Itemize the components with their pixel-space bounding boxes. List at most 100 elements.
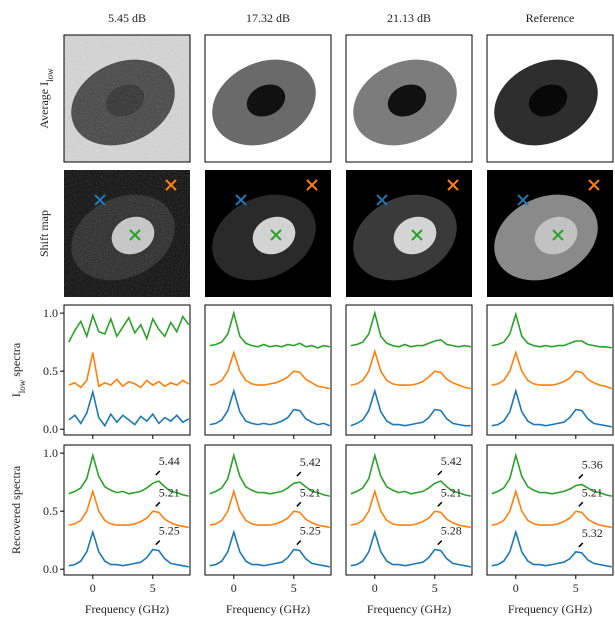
y-tick-label: 1.0	[43, 446, 58, 460]
peak-annotation: 5.28	[441, 524, 462, 538]
x-tick-label: 0	[513, 581, 519, 595]
x-tick-label: 5	[432, 581, 438, 595]
cross-marker	[447, 179, 459, 191]
x-axis-label: Frequency (GHz)	[226, 602, 310, 616]
peak-marker	[296, 540, 302, 546]
spectrum-line	[350, 488, 471, 529]
peak-annotation: 5.42	[441, 454, 462, 468]
image-frame	[345, 34, 473, 163]
row-label: Ilow spectra	[9, 342, 27, 397]
row-label-main: Average I	[37, 82, 51, 129]
y-tick-label: 1.0	[43, 306, 58, 320]
x-tick-label: 5	[150, 581, 156, 595]
spectrum-line	[209, 388, 331, 427]
map-blob	[252, 216, 296, 255]
spectrum-line	[68, 388, 190, 428]
peak-marker	[296, 501, 302, 507]
row-label-main: Shift map	[37, 210, 51, 257]
peak-annotation: 5.21	[441, 485, 462, 499]
spectrum-line	[350, 388, 471, 427]
row-label-rest: spectra	[9, 342, 23, 380]
peak-annotation: 5.25	[300, 524, 321, 538]
plot-frame	[63, 304, 191, 436]
column-title: 17.32 dB	[246, 11, 290, 25]
peak-annotation: 5.36	[582, 457, 603, 471]
spectrum-line	[350, 348, 471, 390]
image-noise	[64, 35, 190, 162]
peak-annotation: 5.25	[159, 524, 180, 538]
column-title: 5.45 dB	[108, 11, 146, 25]
row-label: Average Ilow	[37, 68, 55, 129]
x-axis-label: Frequency (GHz)	[508, 602, 592, 616]
cross-marker	[588, 179, 600, 191]
image-frame	[486, 34, 614, 163]
peak-annotation: 5.44	[159, 454, 180, 468]
peak-annotation: 5.21	[159, 485, 180, 499]
cross-marker	[411, 229, 423, 241]
plot-frame	[345, 444, 473, 576]
image-frame	[63, 34, 191, 163]
peak-marker	[578, 501, 584, 507]
map-blob	[534, 216, 578, 255]
x-axis-label: Frequency (GHz)	[85, 602, 169, 616]
cross-marker	[376, 194, 388, 206]
spectrum-line	[68, 488, 189, 529]
peak-marker	[437, 470, 443, 476]
cross-marker	[165, 179, 177, 191]
peak-marker	[155, 540, 161, 546]
peak-marker	[437, 540, 443, 546]
plot-frame	[486, 304, 614, 436]
y-tick-label: 0.5	[43, 504, 58, 518]
cross-marker	[306, 179, 318, 191]
x-tick-label: 0	[372, 581, 378, 595]
spectrum-line	[209, 529, 330, 568]
plot-frame	[204, 304, 332, 436]
spectrum-line	[491, 488, 612, 529]
column-title: Reference	[526, 11, 575, 25]
peak-annotation: 5.32	[582, 526, 603, 540]
x-tick-label: 5	[291, 581, 297, 595]
spectrum-line	[68, 312, 190, 343]
spectrum-line	[209, 349, 330, 390]
x-tick-label: 0	[90, 581, 96, 595]
row-label-sub: low	[17, 379, 27, 393]
cross-marker	[552, 229, 564, 241]
x-tick-label: 0	[231, 581, 237, 595]
cross-marker	[94, 194, 106, 206]
plot-frame	[345, 304, 473, 436]
peak-marker	[578, 542, 584, 548]
peak-annotation: 5.21	[300, 485, 321, 499]
spectrum-line	[209, 310, 330, 349]
plot-frame	[63, 444, 191, 576]
cross-marker	[235, 194, 247, 206]
spectrum-line	[350, 452, 471, 497]
x-tick-label: 5	[573, 581, 579, 595]
row-label-main: Recovered spectra	[9, 465, 23, 554]
plot-frame	[486, 444, 614, 576]
spectrum-line	[209, 488, 330, 529]
spectrum-line	[491, 388, 612, 428]
cross-marker	[517, 194, 529, 206]
spectrum-line	[491, 349, 613, 390]
spectrum-line	[350, 310, 471, 348]
peak-marker	[155, 501, 161, 507]
row-label-main: I	[9, 393, 23, 397]
map-blob	[393, 216, 437, 255]
y-tick-label: 0.0	[43, 562, 58, 576]
spectrum-line	[68, 529, 189, 568]
x-axis-label: Frequency (GHz)	[367, 602, 451, 616]
peak-annotation: 5.21	[582, 485, 603, 499]
spectrum-line	[68, 452, 189, 497]
spectrum-line	[491, 529, 612, 568]
plot-frame	[204, 444, 332, 576]
spectrum-line	[491, 452, 612, 497]
peak-marker	[155, 470, 161, 476]
row-label: Shift map	[37, 210, 51, 257]
peak-marker	[296, 471, 302, 477]
peak-annotation: 5.42	[300, 455, 321, 469]
y-tick-label: 0.0	[43, 422, 58, 436]
row-label: Recovered spectra	[9, 465, 23, 554]
cross-marker	[129, 229, 141, 241]
